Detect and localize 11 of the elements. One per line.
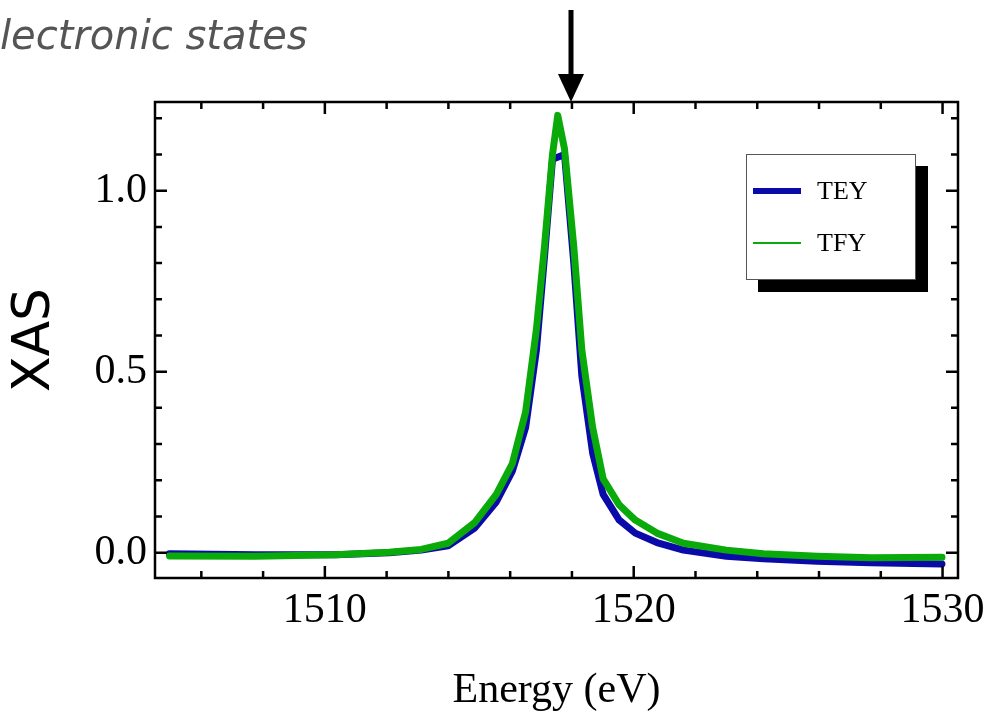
x-axis-title: Energy (eV)	[452, 664, 661, 712]
x-tick-label: 1510	[282, 585, 367, 632]
y-tick-label: 0.0	[94, 526, 147, 573]
y-tick-label: 1.0	[94, 164, 147, 211]
x-tick-label: 1520	[591, 585, 676, 632]
x-tick-label: 1530	[900, 585, 985, 632]
legend-label: TFY	[817, 228, 867, 258]
y-axis-title: XAS	[0, 287, 61, 393]
legend-label: TEY	[817, 176, 868, 206]
chart-title: lectronic states	[0, 12, 308, 58]
y-tick-label: 0.5	[94, 345, 147, 392]
